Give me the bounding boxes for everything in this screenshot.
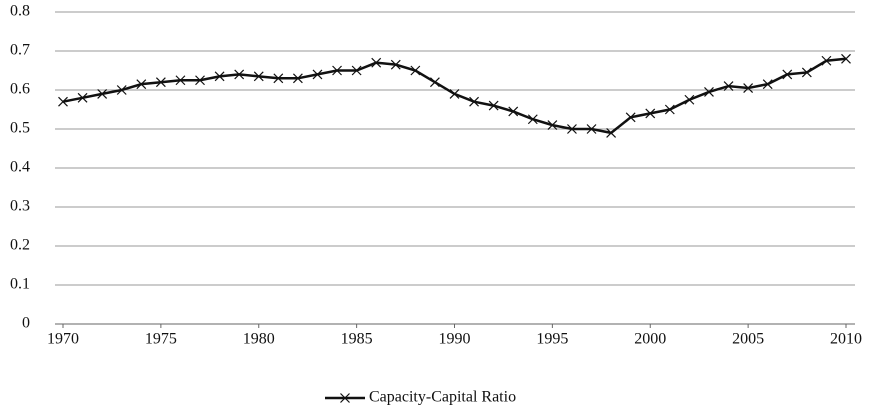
x-tick-label: 2005 (732, 331, 764, 348)
point-marker (527, 114, 538, 125)
y-tick-label: 0.1 (10, 276, 30, 293)
point-marker (351, 65, 362, 76)
x-tick-label: 2000 (634, 331, 666, 348)
x-tick-label: 2010 (830, 331, 862, 348)
point-marker (488, 100, 499, 111)
point-marker (723, 81, 734, 92)
point-marker (449, 88, 460, 99)
point-marker (664, 104, 675, 115)
y-tick-label: 0.2 (10, 237, 30, 254)
y-tick-label: 0.3 (10, 198, 30, 215)
y-tick-label: 0.4 (10, 159, 30, 176)
point-marker (214, 71, 225, 82)
y-tick-label: 0.8 (10, 3, 30, 20)
point-marker (116, 85, 127, 95)
point-marker (547, 120, 558, 131)
point-marker (586, 124, 597, 134)
x-tick-label: 1970 (47, 331, 79, 348)
point-marker (253, 71, 264, 82)
point-marker (97, 88, 108, 99)
point-marker (625, 112, 636, 123)
y-tick-label: 0 (22, 315, 30, 332)
point-marker (195, 75, 205, 86)
x-tick-label: 1990 (439, 331, 471, 348)
point-marker (155, 77, 166, 88)
point-marker (743, 83, 754, 93)
point-marker (273, 73, 284, 84)
point-marker (410, 65, 421, 76)
point-marker (801, 67, 812, 78)
point-marker (508, 106, 519, 117)
x-tick-label: 1980 (243, 331, 275, 348)
point-marker (841, 53, 851, 64)
x-tick-label: 1985 (341, 331, 373, 348)
point-marker (292, 73, 303, 84)
point-marker (704, 87, 714, 97)
point-marker (58, 96, 68, 107)
point-marker (469, 96, 479, 107)
y-tick-label: 0.5 (10, 120, 30, 137)
point-marker (312, 69, 323, 80)
point-marker (77, 92, 88, 103)
y-tick-label: 0.7 (10, 42, 30, 59)
y-tick-label: 0.6 (10, 81, 30, 98)
point-marker (684, 94, 695, 105)
point-marker (175, 75, 186, 86)
point-marker (136, 79, 147, 90)
point-marker (234, 69, 245, 80)
point-marker (390, 59, 401, 70)
point-marker (762, 79, 773, 90)
x-tick-label: 1975 (145, 331, 177, 348)
x-tick-label: 1995 (536, 331, 568, 348)
point-marker (782, 69, 793, 80)
series-line (62, 57, 847, 135)
legend-marker (340, 393, 350, 403)
point-marker (371, 57, 382, 68)
point-marker (645, 108, 656, 119)
point-marker (430, 77, 440, 88)
legend-label: Capacity-Capital Ratio (369, 389, 516, 406)
point-marker (821, 55, 832, 66)
point-marker (332, 65, 342, 76)
point-marker (567, 124, 577, 134)
point-marker (606, 127, 617, 138)
